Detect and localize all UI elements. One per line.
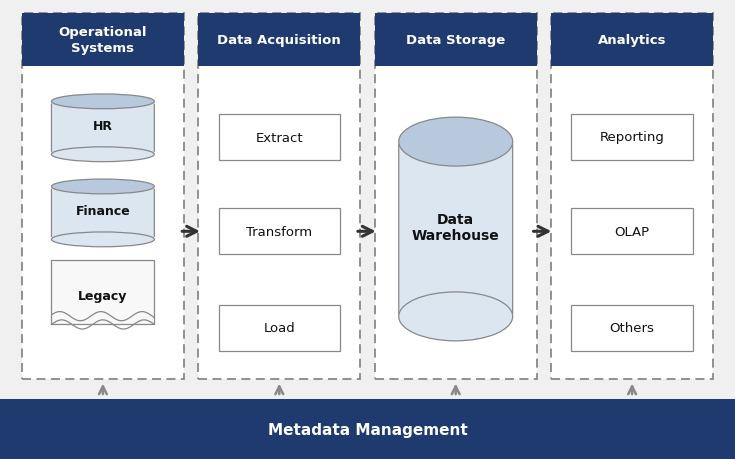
- Bar: [375, 14, 537, 379]
- Bar: [551, 14, 713, 379]
- Text: Load: Load: [263, 322, 295, 335]
- Text: Operational
Systems: Operational Systems: [59, 26, 147, 55]
- Bar: [219, 305, 340, 351]
- Bar: [51, 187, 154, 240]
- Bar: [0, 399, 735, 459]
- Text: Finance: Finance: [76, 205, 130, 218]
- Text: Data Storage: Data Storage: [406, 34, 506, 47]
- Bar: [551, 14, 713, 67]
- Bar: [572, 305, 692, 351]
- Text: Metadata Management: Metadata Management: [268, 422, 467, 437]
- Text: Extract: Extract: [256, 131, 303, 144]
- Text: Analytics: Analytics: [598, 34, 667, 47]
- Bar: [198, 14, 360, 67]
- Bar: [51, 260, 154, 325]
- Ellipse shape: [398, 118, 513, 167]
- Text: OLAP: OLAP: [614, 225, 650, 238]
- Bar: [22, 14, 184, 67]
- Text: Reporting: Reporting: [600, 131, 664, 144]
- Text: HR: HR: [93, 120, 113, 133]
- Text: Data
Warehouse: Data Warehouse: [412, 212, 500, 242]
- Ellipse shape: [51, 147, 154, 162]
- Bar: [219, 209, 340, 255]
- Text: Data Acquisition: Data Acquisition: [218, 34, 341, 47]
- Ellipse shape: [51, 232, 154, 247]
- Text: Others: Others: [609, 322, 655, 335]
- Text: Transform: Transform: [246, 225, 312, 238]
- Bar: [22, 14, 184, 379]
- Bar: [572, 209, 692, 255]
- Bar: [198, 14, 360, 379]
- Bar: [51, 102, 154, 155]
- Ellipse shape: [51, 179, 154, 195]
- Bar: [572, 115, 692, 161]
- Text: Legacy: Legacy: [78, 290, 128, 302]
- Bar: [375, 14, 537, 67]
- Bar: [219, 115, 340, 161]
- Ellipse shape: [398, 292, 513, 341]
- Bar: [398, 142, 513, 317]
- Ellipse shape: [51, 95, 154, 110]
